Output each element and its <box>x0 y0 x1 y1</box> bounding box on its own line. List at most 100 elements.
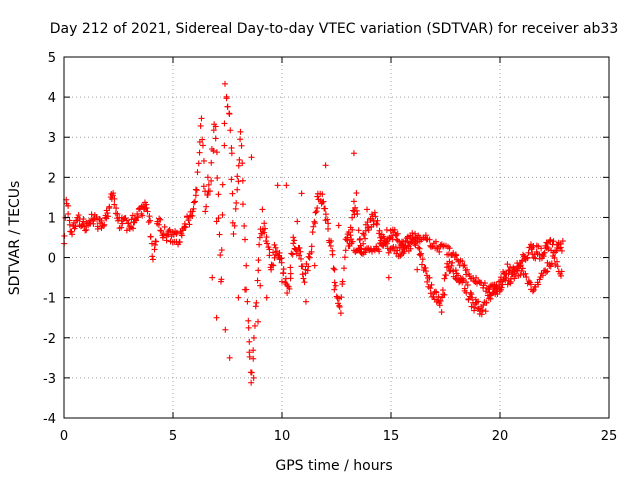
data-point <box>504 261 511 268</box>
data-point <box>129 212 136 219</box>
data-point <box>358 245 365 252</box>
data-point <box>271 254 278 261</box>
data-point <box>499 281 506 288</box>
axis-ticks: 0 5 10 15 20 25 -4 -3 -2 -1 0 1 2 3 4 5 <box>43 51 617 444</box>
data-point <box>460 262 467 269</box>
data-point <box>98 217 105 224</box>
data-point <box>430 293 437 300</box>
data-point <box>486 286 493 293</box>
data-point <box>257 282 264 289</box>
data-point <box>231 222 238 229</box>
data-point <box>427 285 434 292</box>
data-point <box>230 230 237 237</box>
data-point <box>475 298 482 305</box>
data-point <box>507 263 514 270</box>
data-point <box>197 122 204 129</box>
data-point <box>202 208 209 215</box>
x-tick-label: 15 <box>383 429 400 444</box>
data-point <box>212 123 219 130</box>
data-point <box>271 241 278 248</box>
data-point <box>435 293 442 300</box>
data-point <box>155 221 162 228</box>
data-point <box>246 338 253 345</box>
data-point <box>345 229 352 236</box>
data-point <box>404 242 411 249</box>
data-point <box>204 191 211 198</box>
data-point <box>374 217 381 224</box>
data-point <box>221 142 228 149</box>
data-point <box>550 238 557 245</box>
data-point <box>300 275 307 282</box>
data-point <box>208 177 215 184</box>
data-point <box>523 274 530 281</box>
data-point <box>250 374 257 381</box>
data-point <box>190 199 197 206</box>
data-point <box>453 252 460 259</box>
data-point <box>350 198 357 205</box>
data-point <box>105 213 112 220</box>
data-point <box>386 235 393 242</box>
data-point <box>438 309 445 316</box>
data-point <box>459 258 466 265</box>
y-tick-label: 0 <box>48 252 56 267</box>
data-point <box>113 205 120 212</box>
data-point <box>311 262 318 269</box>
data-point <box>543 269 550 276</box>
data-point <box>493 282 500 289</box>
data-point <box>144 208 151 215</box>
data-point <box>461 262 468 269</box>
data-point <box>332 282 339 289</box>
data-point <box>503 275 510 282</box>
data-point <box>226 110 233 117</box>
data-point <box>223 95 230 102</box>
data-point <box>252 303 259 310</box>
data-point <box>235 162 242 169</box>
data-point <box>263 234 270 241</box>
data-point <box>206 188 213 195</box>
data-point <box>322 162 329 169</box>
data-point <box>227 127 234 134</box>
data-point <box>276 249 283 256</box>
data-point <box>544 268 551 275</box>
data-point <box>284 290 291 297</box>
data-point <box>385 249 392 256</box>
data-point <box>349 238 356 245</box>
data-point <box>266 252 273 259</box>
y-tick-label: -2 <box>43 332 56 347</box>
data-point <box>192 186 199 193</box>
data-point <box>301 279 308 286</box>
data-point <box>157 216 164 223</box>
data-point <box>385 274 392 281</box>
data-point <box>65 210 72 217</box>
data-point <box>248 154 255 161</box>
data-point <box>426 236 433 243</box>
data-point <box>519 265 526 272</box>
data-point <box>203 203 210 210</box>
data-point <box>296 245 303 252</box>
data-point <box>325 220 332 227</box>
data-point <box>186 221 193 228</box>
data-point <box>538 245 545 252</box>
data-point <box>322 205 329 212</box>
data-point <box>299 263 306 270</box>
data-point <box>291 237 298 244</box>
data-point <box>266 246 273 253</box>
data-point <box>452 267 459 274</box>
data-point <box>245 317 252 324</box>
data-point <box>88 211 95 218</box>
data-point <box>228 150 235 157</box>
data-point <box>309 229 316 236</box>
data-point <box>246 353 253 360</box>
data-point <box>69 231 76 238</box>
data-point <box>353 190 360 197</box>
data-point <box>274 182 281 189</box>
data-point <box>558 268 565 275</box>
data-point <box>433 289 440 296</box>
data-point <box>234 173 241 180</box>
data-point <box>161 223 168 230</box>
data-point <box>228 144 235 151</box>
data-point <box>149 253 156 260</box>
data-point <box>118 224 125 231</box>
data-point <box>341 254 348 261</box>
data-point <box>547 237 554 244</box>
